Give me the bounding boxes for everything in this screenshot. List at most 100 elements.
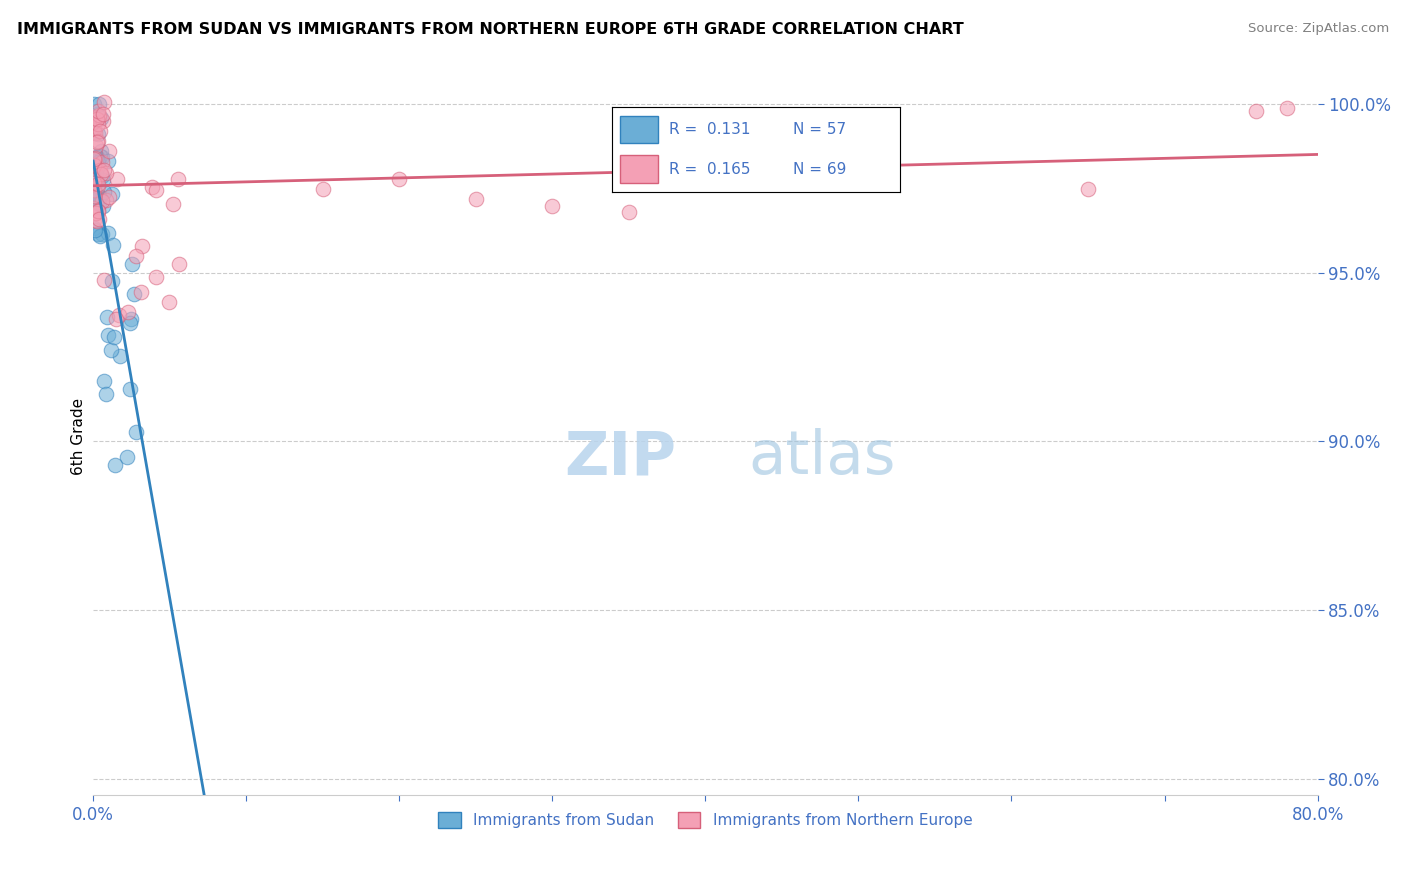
Point [83, 121, 105, 136]
Point [83, 158, 105, 172]
Point [82, 118, 104, 132]
Point [89, 163, 111, 178]
Point [108, 308, 131, 322]
Point [83, 122, 105, 136]
Point [93, 374, 115, 388]
Point [89, 228, 111, 243]
Point [83, 183, 105, 197]
Point [87, 190, 110, 204]
Point [87, 127, 110, 141]
Point [83, 152, 105, 166]
Point [83, 221, 105, 235]
Point [87, 188, 110, 202]
Point [84, 167, 107, 181]
Point [83, 151, 105, 165]
Point [388, 171, 411, 186]
Point [84, 138, 107, 153]
Point [124, 425, 146, 440]
Point [91, 107, 114, 121]
Text: R =  0.131: R = 0.131 [669, 122, 751, 137]
Point [86, 155, 108, 169]
Point [100, 343, 122, 357]
Point [122, 286, 145, 301]
Point [87, 212, 110, 227]
Point [96, 194, 118, 208]
Point [103, 238, 125, 252]
Point [87, 178, 110, 193]
Point [157, 294, 180, 309]
Point [93, 186, 115, 200]
Text: R =  0.165: R = 0.165 [669, 162, 751, 178]
Point [83, 97, 105, 112]
Point [541, 198, 564, 212]
Point [89, 197, 111, 211]
Point [94, 166, 117, 180]
Point [83, 118, 105, 132]
Point [98, 144, 121, 158]
Point [83, 126, 105, 140]
Text: atlas: atlas [748, 428, 896, 487]
Point [87, 203, 110, 218]
Point [84, 175, 107, 189]
Point [91, 199, 114, 213]
Point [82, 115, 104, 129]
Point [97, 328, 120, 343]
Point [105, 171, 128, 186]
Point [90, 227, 112, 241]
Point [87, 196, 110, 211]
Point [86, 191, 108, 205]
Point [89, 97, 111, 112]
Point [83, 111, 105, 125]
Point [87, 177, 110, 191]
Point [90, 145, 112, 159]
Point [87, 134, 110, 148]
Text: ZIP: ZIP [565, 428, 676, 487]
Point [83, 183, 105, 197]
Text: N = 69: N = 69 [793, 162, 846, 178]
Text: IMMIGRANTS FROM SUDAN VS IMMIGRANTS FROM NORTHERN EUROPE 6TH GRADE CORRELATION C: IMMIGRANTS FROM SUDAN VS IMMIGRANTS FROM… [17, 22, 963, 37]
Point [83, 176, 105, 190]
Point [90, 111, 112, 125]
Point [84, 158, 107, 172]
Point [83, 192, 105, 206]
Point [86, 135, 108, 149]
Point [1275, 101, 1298, 115]
Point [84, 223, 107, 237]
Point [86, 107, 108, 121]
Point [83, 158, 105, 172]
Point [103, 330, 125, 344]
Point [91, 114, 114, 128]
Point [84, 185, 107, 199]
Point [90, 194, 112, 208]
Point [87, 118, 110, 132]
Point [166, 172, 188, 186]
Point [131, 239, 153, 253]
Point [93, 162, 115, 177]
Point [117, 305, 139, 319]
Legend: Immigrants from Sudan, Immigrants from Northern Europe: Immigrants from Sudan, Immigrants from N… [432, 806, 979, 834]
Point [83, 152, 105, 166]
Y-axis label: 6th Grade: 6th Grade [72, 398, 86, 475]
Point [83, 212, 105, 227]
Point [82, 163, 104, 178]
Point [101, 186, 124, 201]
Point [120, 312, 142, 326]
Point [117, 450, 139, 464]
Point [93, 95, 115, 109]
Point [84, 173, 107, 187]
Point [90, 150, 112, 164]
Point [91, 169, 114, 184]
Point [104, 458, 127, 472]
Point [82, 125, 104, 139]
Point [89, 123, 111, 137]
Text: N = 57: N = 57 [793, 122, 846, 137]
Point [96, 387, 118, 401]
Point [93, 173, 115, 187]
Point [695, 165, 717, 179]
Point [86, 161, 108, 176]
FancyBboxPatch shape [620, 155, 658, 183]
Point [101, 274, 124, 288]
Point [464, 192, 486, 206]
Point [129, 285, 152, 300]
Point [86, 112, 108, 126]
